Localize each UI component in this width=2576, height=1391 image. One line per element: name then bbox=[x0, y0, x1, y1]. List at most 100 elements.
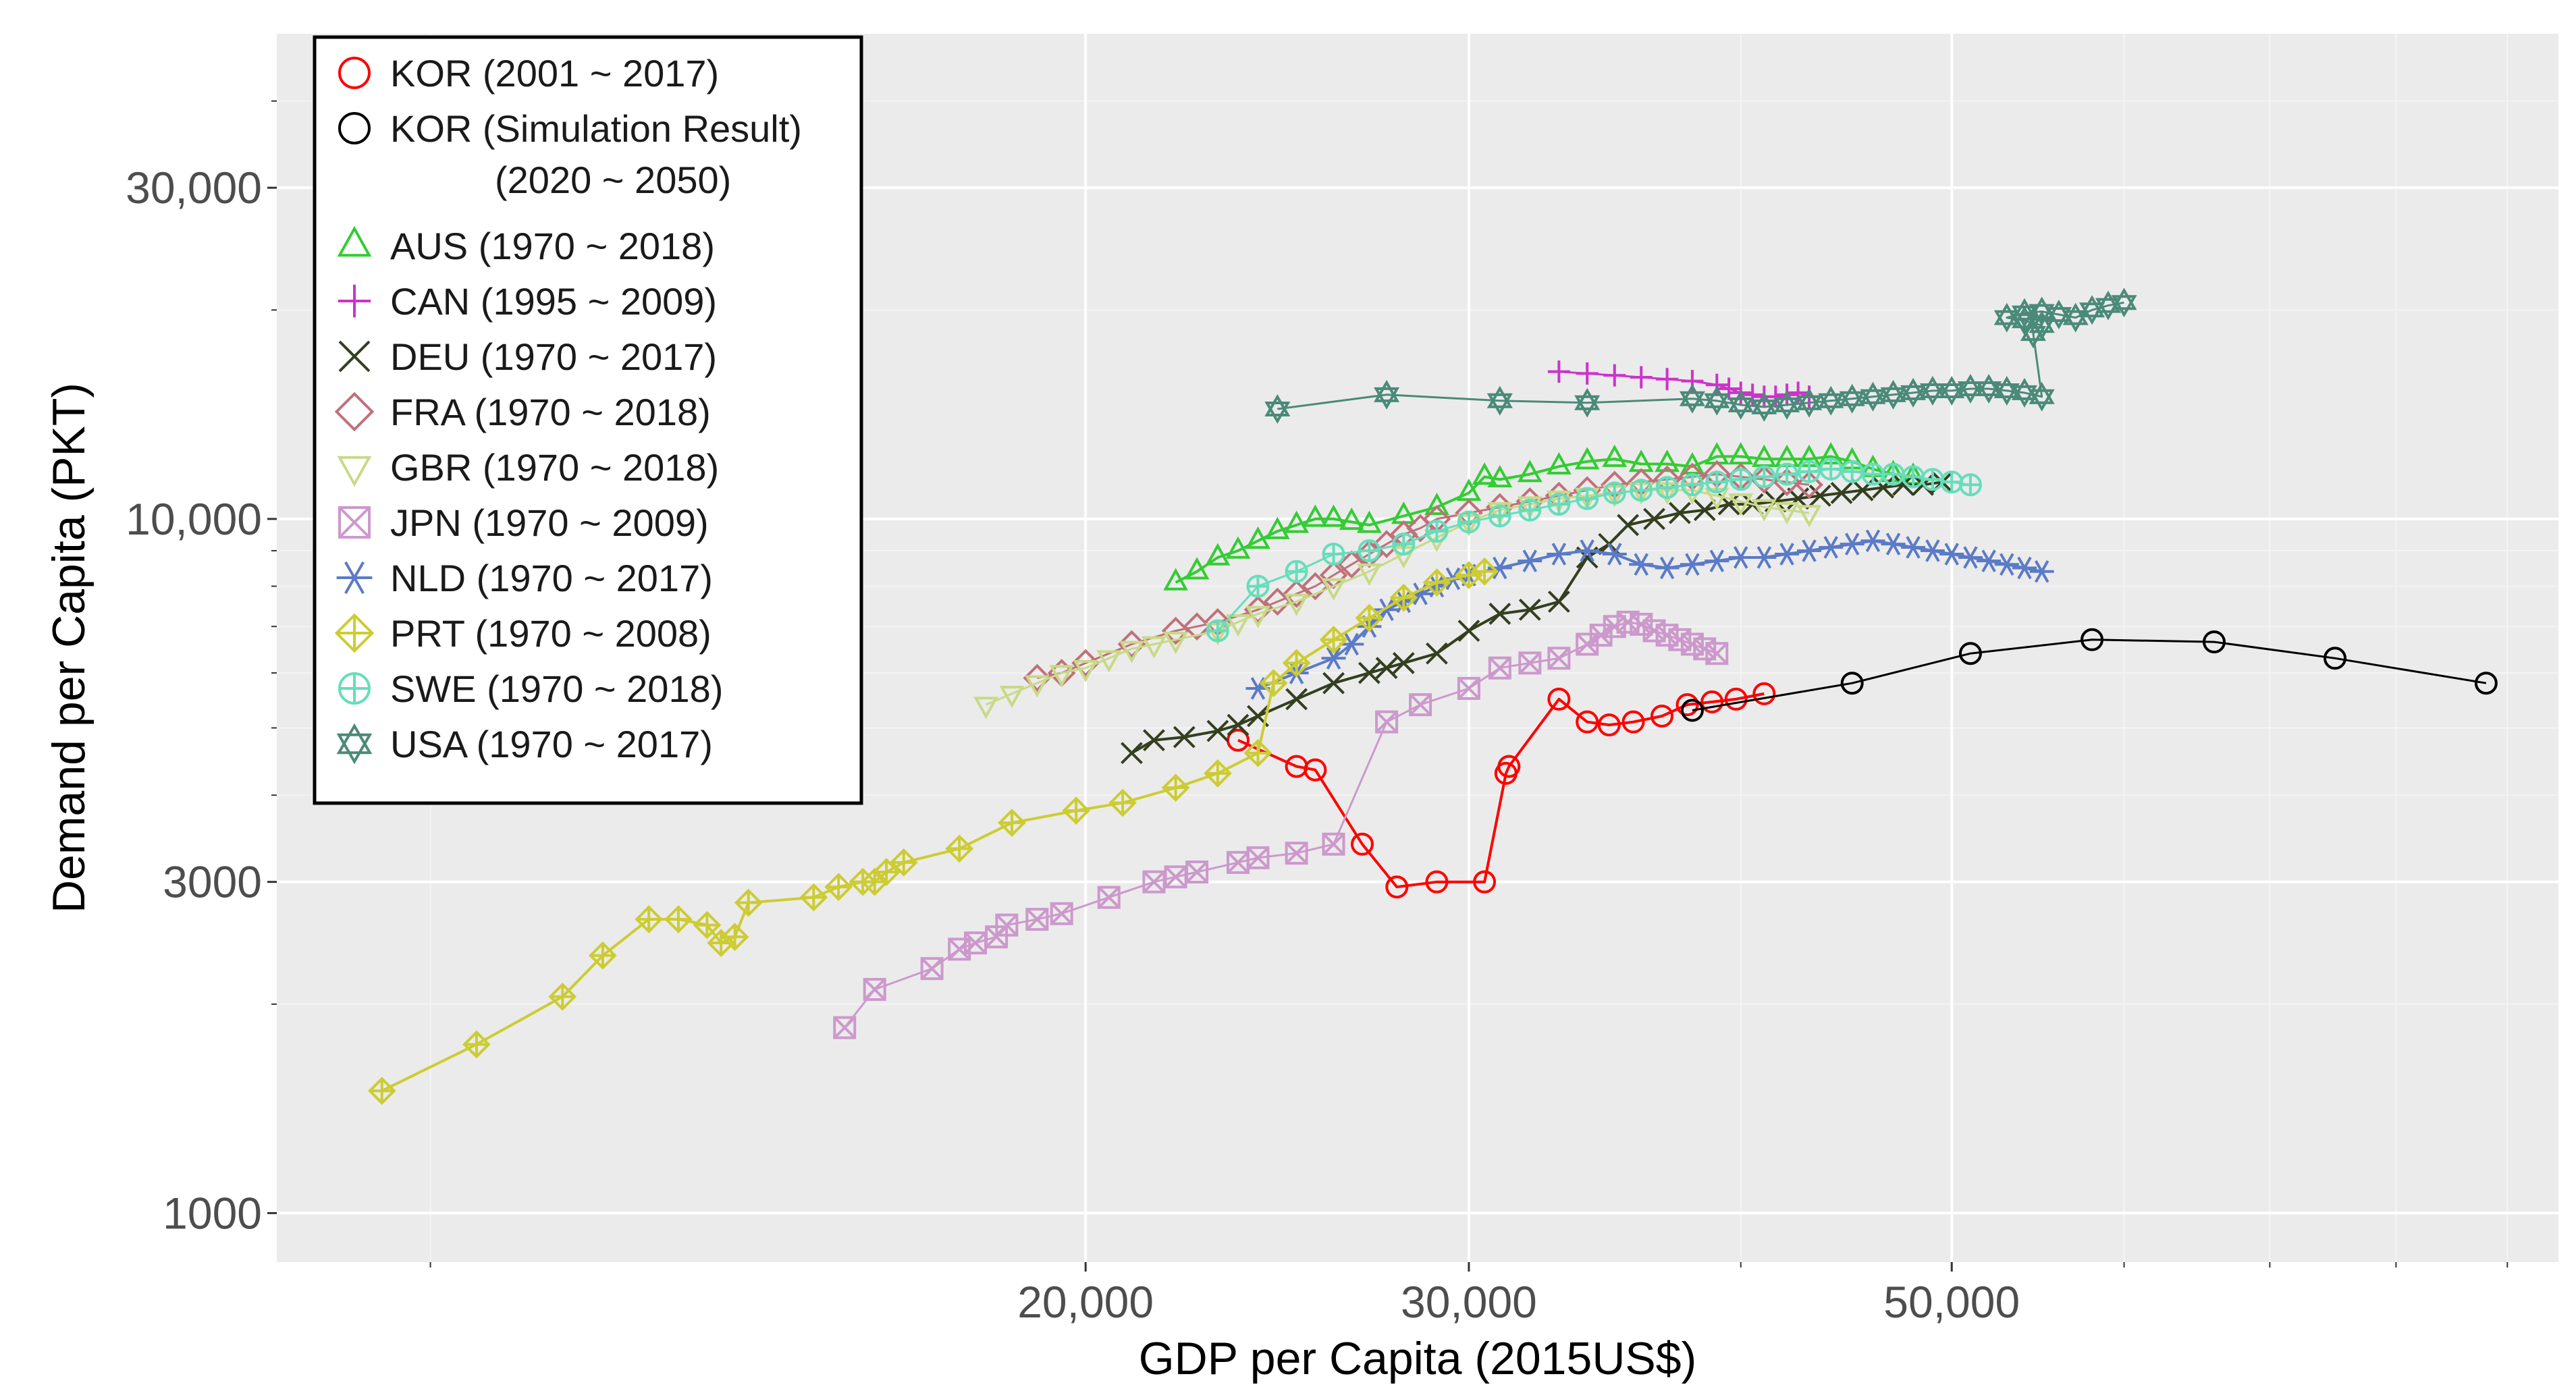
data-point bbox=[1717, 377, 1740, 400]
data-point bbox=[1142, 636, 1166, 659]
data-point bbox=[1603, 364, 1626, 387]
data-point bbox=[1574, 447, 1600, 470]
data-point bbox=[1375, 710, 1399, 734]
data-point bbox=[1919, 375, 1946, 406]
data-point bbox=[2078, 295, 2105, 325]
data-point bbox=[1960, 474, 1981, 495]
legend-box bbox=[313, 35, 863, 805]
data-point bbox=[833, 1016, 857, 1039]
data-point bbox=[1576, 362, 1599, 385]
data-point bbox=[1860, 381, 1886, 412]
data-point bbox=[1547, 647, 1571, 670]
data-point bbox=[1993, 302, 2020, 333]
data-point bbox=[1385, 875, 1409, 899]
data-point bbox=[1024, 675, 1050, 698]
data-point bbox=[1184, 557, 1210, 580]
data-point bbox=[1023, 663, 1052, 692]
data-point bbox=[1357, 564, 1382, 587]
data-point bbox=[2202, 630, 2226, 654]
data-point bbox=[1630, 479, 1653, 502]
data-point bbox=[1321, 578, 1346, 601]
data-point bbox=[1472, 462, 1497, 485]
legend-key bbox=[336, 723, 373, 765]
data-point bbox=[1164, 865, 1187, 889]
data-point bbox=[1547, 591, 1570, 613]
data-point bbox=[2111, 288, 2137, 318]
legend-key bbox=[340, 674, 369, 703]
data-point bbox=[367, 1076, 396, 1106]
data-point bbox=[1119, 640, 1144, 663]
data-point bbox=[2011, 298, 2038, 328]
data-point bbox=[1285, 688, 1308, 711]
data-point bbox=[1680, 699, 1704, 722]
data-point bbox=[2012, 556, 2037, 580]
data-point bbox=[1226, 850, 1250, 874]
data-point bbox=[2202, 630, 2226, 654]
data-point bbox=[1206, 719, 1229, 742]
data-point bbox=[1374, 379, 1400, 410]
data-point bbox=[1922, 469, 1943, 490]
data-point bbox=[1119, 640, 1144, 663]
data-point bbox=[1796, 387, 1823, 418]
data-point bbox=[1777, 464, 1798, 485]
data-point bbox=[1919, 375, 1946, 406]
data-point bbox=[1264, 516, 1290, 539]
data-point bbox=[1282, 649, 1311, 678]
data-point bbox=[1547, 647, 1571, 670]
data-point bbox=[1264, 394, 1291, 425]
data-point bbox=[833, 1016, 857, 1039]
data-point bbox=[1547, 687, 1571, 711]
data-point bbox=[1861, 462, 1885, 486]
data-point bbox=[1939, 543, 1964, 566]
data-point bbox=[1339, 632, 1364, 656]
data-point bbox=[2029, 310, 2055, 341]
data-point bbox=[1576, 487, 1599, 510]
data-point bbox=[1204, 759, 1232, 788]
data-point bbox=[1286, 561, 1307, 582]
data-point bbox=[1547, 543, 1572, 566]
data-point bbox=[1284, 510, 1310, 533]
data-point bbox=[1025, 908, 1049, 931]
data-point bbox=[1575, 539, 1600, 562]
data-point bbox=[1682, 474, 1702, 495]
data-point bbox=[1752, 546, 1777, 569]
data-point bbox=[1657, 477, 1678, 498]
data-point bbox=[1487, 465, 1513, 488]
data-point bbox=[1117, 630, 1146, 659]
data-point bbox=[1994, 553, 2019, 576]
data-point bbox=[1321, 647, 1346, 670]
data-point bbox=[1655, 449, 1680, 472]
data-point bbox=[734, 888, 763, 917]
data-point bbox=[1724, 687, 1748, 711]
data-point bbox=[1977, 549, 2002, 572]
data-point bbox=[1958, 546, 1983, 569]
data-point bbox=[1374, 598, 1399, 622]
data-point bbox=[1576, 710, 1599, 734]
data-point bbox=[1339, 508, 1364, 530]
data-point bbox=[1374, 379, 1400, 410]
data-point bbox=[1597, 713, 1621, 737]
data-point bbox=[1994, 553, 2019, 576]
data-point bbox=[1488, 603, 1511, 625]
data-point bbox=[824, 873, 853, 902]
data-point bbox=[1487, 465, 1513, 488]
data-point bbox=[1497, 755, 1521, 778]
y-tick-label: 3000 bbox=[163, 857, 262, 907]
data-point bbox=[1426, 521, 1447, 542]
legend-label: USA (1970 ~ 2017) bbox=[390, 723, 713, 765]
data-point bbox=[1409, 693, 1432, 717]
data-point bbox=[1143, 729, 1165, 752]
data-point bbox=[863, 978, 886, 1001]
data-point bbox=[1705, 642, 1729, 665]
data-point bbox=[1603, 481, 1626, 505]
data-point bbox=[1546, 452, 1572, 474]
data-point bbox=[945, 834, 974, 863]
data-point bbox=[1518, 651, 1542, 675]
data-point bbox=[1518, 598, 1541, 621]
data-point bbox=[1517, 496, 1542, 519]
data-point bbox=[1206, 619, 1229, 643]
legend-label: CAN (1995 ~ 2009) bbox=[390, 280, 717, 323]
legend-key bbox=[338, 57, 371, 89]
data-point bbox=[1264, 516, 1290, 539]
data-point bbox=[1073, 659, 1098, 683]
